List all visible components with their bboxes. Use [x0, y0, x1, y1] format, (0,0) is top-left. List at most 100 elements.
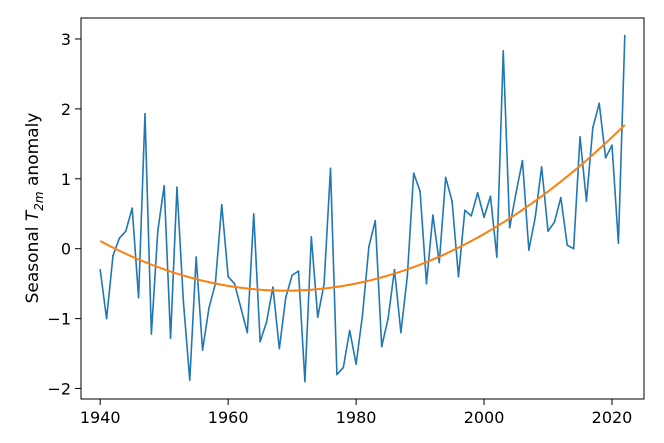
data-point [502, 50, 505, 52]
data-point [304, 380, 306, 383]
data-point [163, 184, 165, 187]
data-point [457, 275, 460, 278]
data-point [310, 236, 313, 238]
y-tick-label: 0 [61, 240, 71, 259]
data-point [201, 349, 204, 351]
data-point [240, 307, 242, 309]
y-axis-label-prefix: Seasonal [23, 221, 43, 303]
y-tick-label: 1 [61, 170, 71, 189]
data-point [297, 270, 300, 272]
data-point [604, 157, 607, 159]
data-point [592, 126, 594, 129]
x-tick-label: 2000 [464, 408, 505, 427]
data-point [624, 34, 626, 37]
data-point [252, 212, 255, 215]
data-point [489, 195, 492, 198]
series-layer [99, 34, 626, 383]
axes-frame [80, 17, 645, 400]
data-point [99, 268, 101, 271]
data-point [547, 230, 549, 233]
data-point [131, 207, 133, 209]
data-point [438, 261, 441, 264]
data-point [336, 373, 338, 376]
y-tick-label: −2 [47, 380, 71, 399]
data-point [483, 216, 485, 219]
data-point [348, 329, 351, 332]
data-point [560, 196, 562, 199]
x-tick-label: 1960 [208, 408, 249, 427]
data-point [540, 166, 543, 168]
plot-area [80, 17, 645, 400]
data-point [329, 167, 332, 170]
data-point [476, 191, 479, 194]
data-point [150, 333, 153, 335]
data-point [553, 221, 556, 223]
x-tick-label: 1940 [80, 408, 121, 427]
data-point [291, 274, 293, 277]
data-point [227, 275, 229, 278]
data-point [374, 219, 377, 222]
y-tick-label: −1 [47, 310, 71, 329]
data-point [515, 191, 517, 194]
data-point [233, 282, 236, 285]
data-point [265, 321, 268, 323]
data-point [246, 331, 249, 334]
data-point [617, 242, 620, 244]
data-point [419, 190, 421, 193]
data-point [188, 379, 191, 381]
y-axis-label-suffix: anomaly [23, 113, 43, 192]
data-point [451, 200, 453, 202]
data-point [220, 203, 223, 206]
y-axis-label-variable: T [23, 209, 43, 221]
data-point [118, 237, 121, 240]
data-point [393, 268, 396, 271]
data-point [444, 176, 447, 179]
series-points-anomaly [99, 34, 626, 383]
data-point [208, 307, 210, 309]
data-point [278, 347, 281, 350]
data-point [182, 300, 185, 302]
data-point [259, 340, 261, 343]
data-point [361, 314, 364, 316]
data-point [400, 331, 402, 334]
data-point [579, 136, 581, 138]
data-point [387, 317, 389, 320]
data-point [585, 200, 588, 202]
series-line-trend [99, 124, 626, 292]
data-point [156, 230, 159, 233]
data-point [598, 102, 601, 105]
data-point [169, 337, 172, 339]
data-point [508, 226, 511, 229]
x-axis: 1940 1960 1980 2000 2020 [80, 399, 633, 427]
data-point [144, 112, 146, 115]
data-point [195, 256, 197, 258]
data-point [380, 345, 383, 348]
data-point [496, 256, 498, 258]
data-point [412, 172, 415, 174]
data-point [284, 296, 287, 299]
y-tick-label: 2 [61, 100, 71, 119]
data-point [566, 244, 569, 247]
data-point [272, 286, 274, 288]
data-point [572, 247, 575, 250]
y-tick-label: 3 [61, 30, 71, 49]
data-point [105, 317, 108, 320]
data-point [534, 216, 537, 219]
y-axis: −2 −1 0 1 2 3 [47, 30, 81, 399]
y-axis-label-subscript: 2m [32, 191, 46, 210]
data-point [112, 254, 114, 257]
x-tick-label: 2020 [592, 408, 633, 427]
data-point [368, 245, 370, 248]
data-point [137, 296, 140, 299]
x-tick-label: 1980 [336, 408, 377, 427]
data-point [611, 144, 613, 147]
data-point [323, 282, 325, 285]
data-point [521, 159, 524, 162]
data-point [528, 249, 530, 251]
data-point [425, 282, 428, 285]
data-point [124, 230, 127, 233]
data-point [470, 215, 473, 217]
y-axis-label: Seasonal T2m anomaly [23, 113, 46, 304]
data-point [316, 316, 319, 319]
